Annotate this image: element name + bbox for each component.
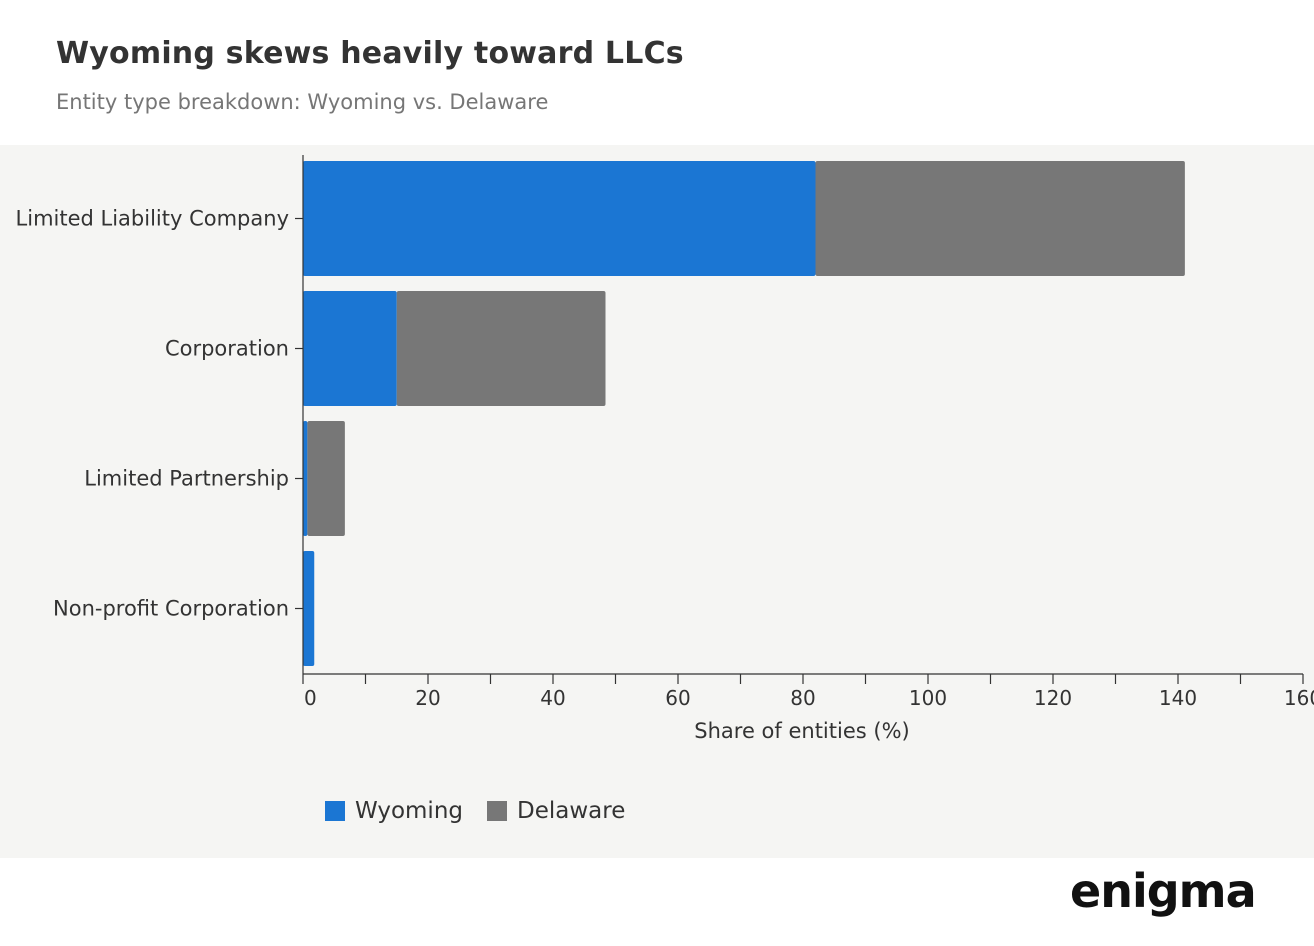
y-tick-label: Limited Partnership: [84, 467, 289, 491]
x-axis-title: Share of entities (%): [694, 719, 909, 743]
legend-swatch-delaware: [487, 801, 507, 821]
bar-delaware-limited-partnership[interactable]: [307, 421, 345, 536]
x-tick-label: 160: [1284, 686, 1314, 710]
legend: Wyoming Delaware: [325, 798, 625, 824]
enigma-logo: enigma: [1070, 864, 1257, 918]
x-tick-label: 60: [665, 686, 690, 710]
x-tick-label: 0: [304, 686, 317, 710]
x-tick-label: 20: [415, 686, 440, 710]
legend-label-wyoming: Wyoming: [355, 798, 463, 824]
y-tick-label: Limited Liability Company: [16, 207, 289, 231]
y-tick-label: Corporation: [165, 337, 289, 361]
bar-delaware-limited-liability-company[interactable]: [815, 161, 1185, 276]
x-tick-label: 140: [1159, 686, 1197, 710]
bar-wyoming-limited-partnership[interactable]: [303, 421, 308, 536]
x-tick-label: 100: [909, 686, 947, 710]
legend-item-wyoming[interactable]: Wyoming: [325, 798, 463, 824]
y-axis: Limited Liability Company Corporation Limi…: [16, 155, 304, 674]
x-tick-label: 120: [1034, 686, 1072, 710]
x-tick-label: 40: [540, 686, 565, 710]
bar-wyoming-corporation[interactable]: [303, 291, 397, 406]
bar-wyoming-limited-liability-company[interactable]: [303, 161, 816, 276]
x-axis: 0 20 40 60 80 100 120 140 160: [302, 673, 1314, 710]
bars-group: [303, 161, 1185, 666]
chart-title: Wyoming skews heavily toward LLCs: [56, 36, 684, 71]
x-tick-label: 80: [790, 686, 815, 710]
chart-subtitle: Entity type breakdown: Wyoming vs. Delaw…: [56, 90, 549, 114]
y-tick-label: Non-profit Corporation: [53, 597, 289, 621]
bar-wyoming-non-profit-corporation[interactable]: [303, 551, 315, 666]
bar-delaware-corporation[interactable]: [396, 291, 606, 406]
legend-item-delaware[interactable]: Delaware: [487, 798, 625, 824]
legend-label-delaware: Delaware: [517, 798, 626, 824]
legend-swatch-wyoming: [325, 801, 345, 821]
